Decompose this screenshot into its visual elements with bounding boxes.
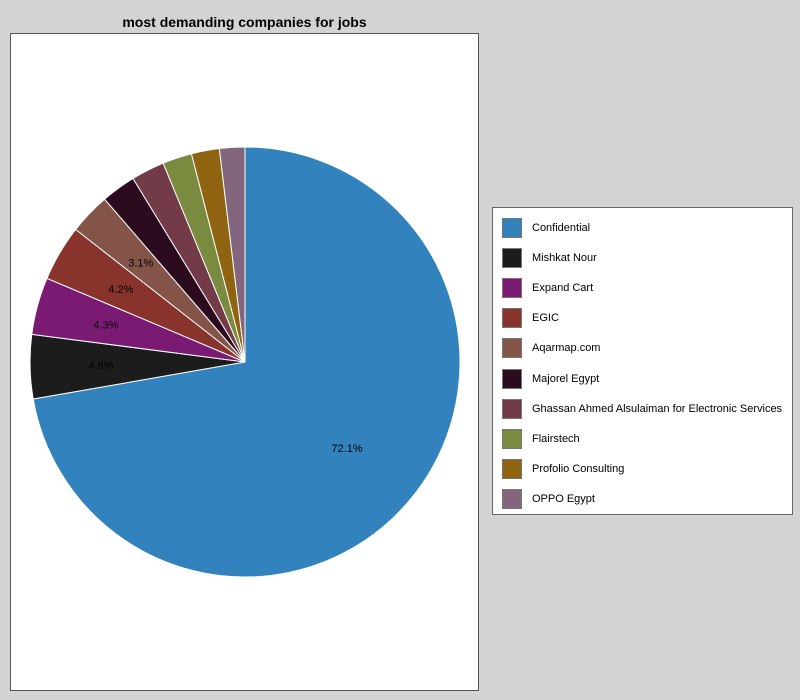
legend-label: Flairstech — [532, 432, 580, 445]
legend-item: OPPO Egypt — [502, 488, 595, 509]
legend-item: Majorel Egypt — [502, 368, 600, 389]
pie-chart: 72.1% 4.8% 4.3% 4.2% 3.1% — [29, 146, 461, 578]
legend-item: Aqarmap.com — [502, 338, 601, 359]
legend-swatch — [502, 368, 522, 389]
legend-swatch — [502, 398, 522, 419]
legend-swatch — [502, 488, 522, 509]
legend-item: Mishkat Nour — [502, 248, 597, 269]
pie-slice-0 — [32, 146, 461, 578]
legend-swatch — [502, 218, 522, 238]
plot-area: 72.1% 4.8% 4.3% 4.2% 3.1% — [10, 33, 479, 691]
chart-title: most demanding companies for jobs — [122, 14, 367, 30]
legend-item: Flairstech — [502, 428, 580, 449]
legend-item: Profolio Consulting — [502, 458, 625, 479]
legend-item: Expand Cart — [502, 278, 594, 299]
legend-swatch — [502, 458, 522, 479]
legend-label: EGIC — [532, 312, 559, 325]
legend-swatch — [502, 308, 522, 329]
legend-swatch — [502, 428, 522, 449]
legend-label: OPPO Egypt — [532, 492, 595, 505]
legend-item: Confidential — [502, 218, 590, 238]
legend: Confidential Mishkat Nour Expand Cart EGIC A… — [492, 207, 793, 515]
legend-label: Profolio Consulting — [532, 462, 625, 475]
pie-slice-9 — [218, 146, 246, 363]
legend-label: Majorel Egypt — [532, 372, 600, 385]
slice-label-1: 4.8% — [88, 360, 113, 372]
legend-swatch — [502, 248, 522, 269]
legend-item: Ghassan Ahmed Alsulaiman for Electronic … — [502, 398, 783, 419]
legend-label: Mishkat Nour — [532, 252, 597, 265]
legend-label: Aqarmap.com — [532, 342, 601, 355]
legend-swatch — [502, 278, 522, 299]
slice-label-4: 3.1% — [128, 258, 153, 270]
slice-label-0: 72.1% — [331, 443, 362, 455]
slice-label-3: 4.2% — [108, 284, 133, 296]
legend-label: Expand Cart — [532, 282, 594, 295]
legend-label: Confidential — [532, 222, 591, 234]
slice-label-2: 4.3% — [93, 319, 118, 331]
legend-swatch — [502, 338, 522, 359]
legend-item: EGIC — [502, 308, 559, 329]
legend-label: Ghassan Ahmed Alsulaiman for Electronic … — [532, 402, 783, 415]
